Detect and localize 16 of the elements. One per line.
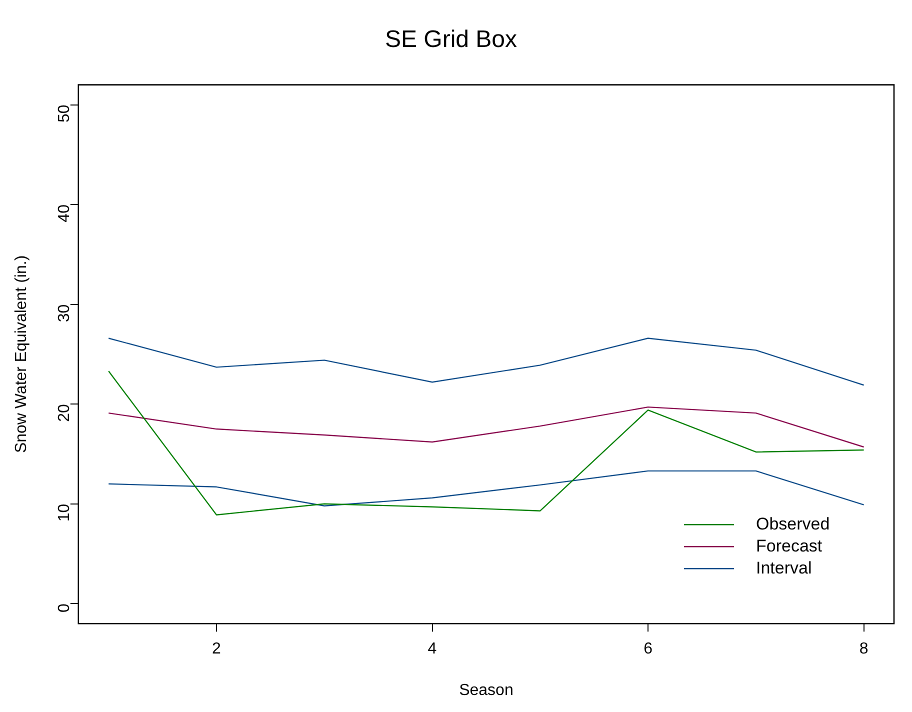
y-axis-title: Snow Water Equivalent (in.) xyxy=(13,255,30,454)
y-tick-label: 30 xyxy=(56,304,73,322)
legend-label: Interval xyxy=(756,558,812,578)
x-axis-title: Season xyxy=(459,682,514,699)
y-tick-label: 0 xyxy=(56,604,73,613)
chart-title: SE Grid Box xyxy=(384,26,518,54)
x-tick-label: 2 xyxy=(212,640,222,658)
legend-label: Observed xyxy=(756,514,830,534)
x-tick-label: 6 xyxy=(644,640,653,658)
y-tick-label: 20 xyxy=(56,404,73,422)
x-tick-label: 8 xyxy=(859,640,868,658)
y-tick-label: 10 xyxy=(56,504,73,522)
x-tick-label: 4 xyxy=(428,640,437,658)
y-tick-label: 50 xyxy=(56,104,73,123)
legend-label: Forecast xyxy=(756,536,822,556)
y-tick-label: 40 xyxy=(56,204,73,222)
